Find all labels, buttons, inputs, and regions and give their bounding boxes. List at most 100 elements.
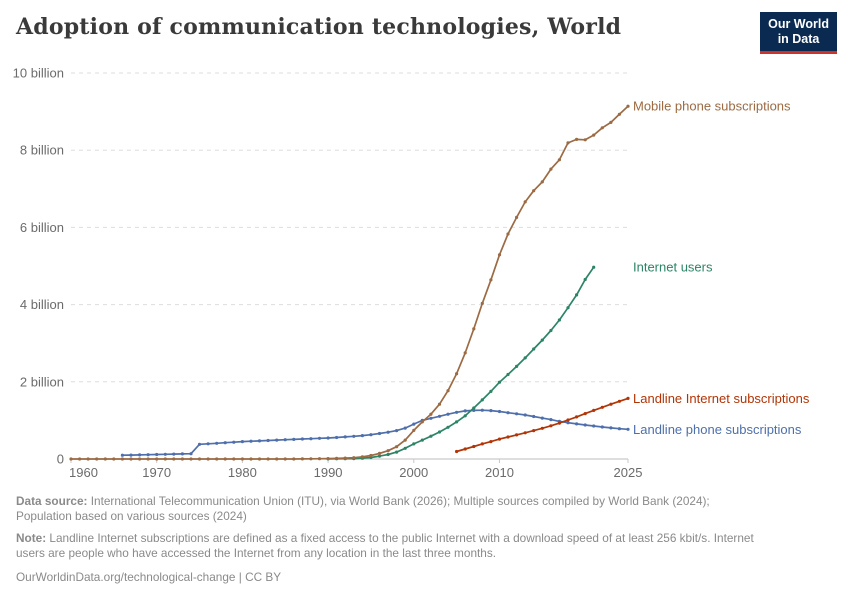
- data-point-landline-internet-subscriptions: [557, 421, 562, 425]
- data-point-mobile-phone-subscriptions: [420, 420, 424, 424]
- data-point-landline-phone-subscriptions: [386, 430, 390, 434]
- data-point-internet-users: [523, 356, 527, 360]
- data-point-landline-phone-subscriptions: [146, 453, 150, 457]
- data-point-landline-phone-subscriptions: [206, 442, 210, 446]
- series-label-internet-users[interactable]: Internet users: [633, 260, 713, 275]
- data-point-landline-phone-subscriptions: [223, 441, 227, 445]
- chart-footer: Data source: International Telecommunica…: [16, 494, 822, 592]
- license-label: CC BY: [245, 569, 282, 584]
- data-point-landline-phone-subscriptions: [506, 411, 510, 415]
- data-point-mobile-phone-subscriptions: [352, 456, 356, 460]
- data-point-internet-users: [395, 450, 399, 454]
- data-point-landline-phone-subscriptions: [352, 434, 356, 438]
- data-point-landline-phone-subscriptions: [592, 424, 596, 428]
- data-point-landline-phone-subscriptions: [497, 409, 502, 414]
- data-point-landline-internet-subscriptions: [472, 444, 476, 449]
- data-point-mobile-phone-subscriptions: [129, 457, 133, 461]
- data-point-landline-phone-subscriptions: [532, 414, 536, 419]
- y-tick-label: 0: [57, 452, 64, 467]
- data-point-mobile-phone-subscriptions: [549, 167, 553, 171]
- data-point-landline-internet-subscriptions: [609, 402, 613, 406]
- data-point-mobile-phone-subscriptions: [403, 438, 407, 442]
- data-point-landline-phone-subscriptions: [335, 435, 339, 440]
- data-point-mobile-phone-subscriptions: [395, 445, 399, 449]
- series-label-mobile-phone-subscriptions[interactable]: Mobile phone subscriptions: [633, 99, 791, 114]
- data-point-internet-users: [480, 398, 484, 402]
- data-point-mobile-phone-subscriptions: [575, 137, 579, 141]
- data-point-landline-phone-subscriptions: [240, 440, 244, 444]
- data-point-internet-users: [557, 318, 562, 322]
- data-point-internet-users: [437, 430, 442, 434]
- data-point-mobile-phone-subscriptions: [497, 253, 502, 257]
- data-point-mobile-phone-subscriptions: [249, 457, 253, 461]
- data-point-mobile-phone-subscriptions: [78, 457, 82, 461]
- data-point-mobile-phone-subscriptions: [300, 457, 304, 461]
- y-tick-label: 8 billion: [20, 143, 64, 158]
- data-point-mobile-phone-subscriptions: [557, 158, 562, 162]
- data-point-mobile-phone-subscriptions: [275, 457, 279, 461]
- data-point-internet-users: [583, 277, 587, 282]
- data-point-landline-phone-subscriptions: [377, 431, 382, 436]
- data-point-landline-phone-subscriptions: [626, 427, 630, 431]
- data-point-mobile-phone-subscriptions: [266, 457, 270, 461]
- data-point-internet-users: [489, 389, 493, 393]
- data-point-internet-users: [515, 364, 519, 368]
- data-point-landline-phone-subscriptions: [369, 433, 373, 437]
- data-point-landline-phone-subscriptions: [317, 436, 322, 440]
- owid-url[interactable]: OurWorldinData.org/technological-change: [16, 569, 236, 584]
- data-point-internet-users: [420, 438, 424, 442]
- data-point-mobile-phone-subscriptions: [523, 200, 527, 204]
- data-point-mobile-phone-subscriptions: [189, 457, 193, 461]
- data-point-landline-phone-subscriptions: [446, 412, 450, 416]
- data-point-mobile-phone-subscriptions: [155, 457, 159, 461]
- data-point-landline-internet-subscriptions: [463, 447, 467, 451]
- x-tick-label: 2025: [614, 465, 643, 480]
- data-point-mobile-phone-subscriptions: [232, 457, 236, 461]
- x-tick-label: 2000: [399, 465, 428, 480]
- data-point-mobile-phone-subscriptions: [309, 457, 313, 461]
- series-label-landline-phone-subscriptions[interactable]: Landline phone subscriptions: [633, 422, 802, 437]
- data-point-landline-phone-subscriptions: [429, 416, 433, 420]
- series-label-landline-internet-subscriptions[interactable]: Landline Internet subscriptions: [633, 391, 810, 406]
- data-point-mobile-phone-subscriptions: [163, 457, 167, 461]
- data-point-mobile-phone-subscriptions: [429, 412, 433, 416]
- data-point-mobile-phone-subscriptions: [112, 457, 116, 461]
- data-point-mobile-phone-subscriptions: [103, 457, 107, 461]
- data-point-internet-users: [463, 414, 467, 418]
- data-point-landline-phone-subscriptions: [617, 427, 622, 431]
- data-point-mobile-phone-subscriptions: [335, 456, 339, 460]
- data-point-mobile-phone-subscriptions: [343, 456, 347, 460]
- data-point-internet-users: [566, 306, 570, 310]
- data-point-landline-phone-subscriptions: [403, 426, 407, 430]
- data-point-mobile-phone-subscriptions: [326, 457, 330, 461]
- data-point-mobile-phone-subscriptions: [617, 112, 622, 116]
- data-point-landline-phone-subscriptions: [549, 418, 553, 422]
- data-point-landline-phone-subscriptions: [343, 435, 347, 439]
- data-point-landline-internet-subscriptions: [489, 440, 493, 444]
- note-text: Landline Internet subscriptions are defi…: [16, 531, 754, 560]
- data-point-landline-phone-subscriptions: [249, 439, 253, 443]
- data-point-landline-phone-subscriptions: [257, 439, 262, 443]
- data-point-landline-phone-subscriptions: [215, 441, 219, 445]
- data-point-internet-users: [549, 328, 553, 333]
- data-point-landline-phone-subscriptions: [120, 453, 124, 457]
- data-point-landline-phone-subscriptions: [309, 437, 313, 441]
- data-point-landline-phone-subscriptions: [515, 412, 519, 416]
- data-point-mobile-phone-subscriptions: [206, 457, 210, 461]
- data-point-mobile-phone-subscriptions: [377, 451, 382, 455]
- data-point-landline-phone-subscriptions: [155, 452, 159, 457]
- data-point-landline-internet-subscriptions: [626, 396, 630, 400]
- data-point-landline-internet-subscriptions: [532, 429, 536, 433]
- data-point-mobile-phone-subscriptions: [215, 457, 219, 461]
- data-point-landline-internet-subscriptions: [480, 442, 484, 446]
- data-point-mobile-phone-subscriptions: [292, 457, 296, 461]
- data-point-mobile-phone-subscriptions: [146, 457, 150, 461]
- license-separator: |: [235, 569, 246, 584]
- data-source-text: International Telecommunication Union (I…: [16, 494, 710, 523]
- data-point-mobile-phone-subscriptions: [120, 457, 124, 461]
- owid-logo[interactable]: Our World in Data: [760, 12, 837, 54]
- data-point-landline-phone-subscriptions: [412, 422, 416, 426]
- data-point-mobile-phone-subscriptions: [472, 327, 476, 331]
- data-point-landline-phone-subscriptions: [523, 413, 527, 417]
- data-point-landline-internet-subscriptions: [566, 418, 570, 422]
